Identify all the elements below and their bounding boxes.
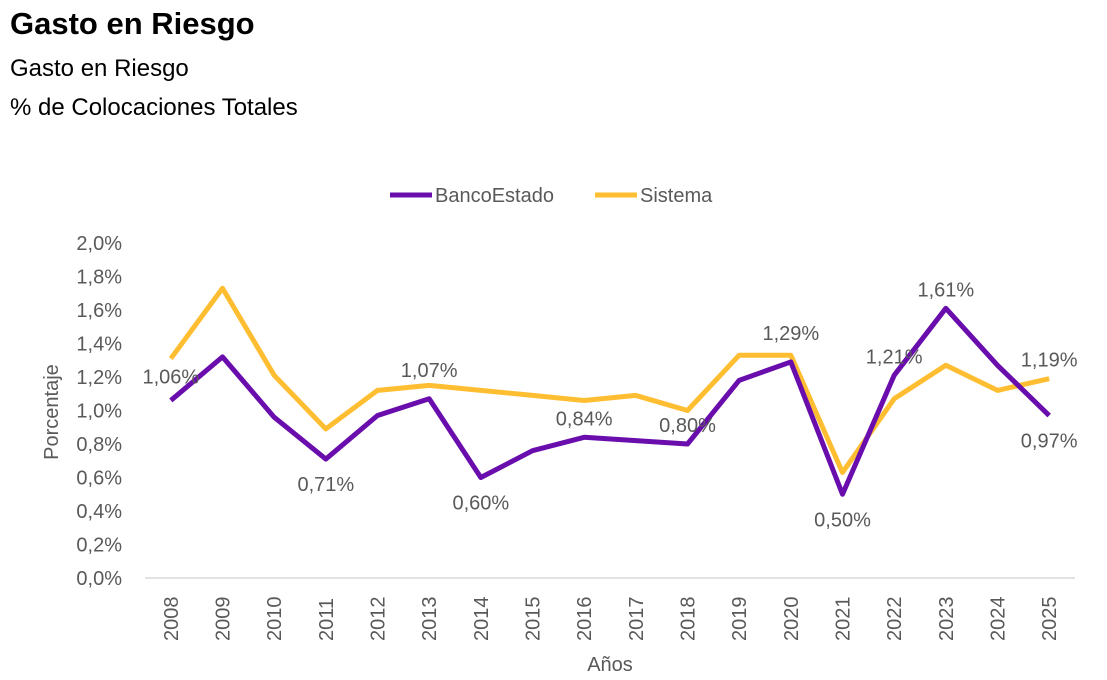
- x-tick-label: 2020: [781, 597, 803, 642]
- x-tick-label: 2016: [574, 597, 596, 642]
- y-tick-label: 0,0%: [76, 568, 122, 590]
- data-labels: 1,06% 0,71% 1,07% 0,60% 0,84% 0,80% 1,29% 0,50%…: [142, 279, 1077, 531]
- x-tick-label: 2012: [368, 597, 390, 642]
- x-tick-label: 2021: [833, 597, 855, 642]
- y-tick-label: 0,8%: [76, 434, 122, 456]
- data-label: 0,80%: [659, 415, 716, 437]
- legend-label-sistema: Sistema: [640, 185, 713, 207]
- x-tick-label: 2018: [678, 597, 700, 642]
- y-tick-label: 0,4%: [76, 501, 122, 523]
- y-tick-label: 0,6%: [76, 468, 122, 490]
- series-lines: [168, 285, 1051, 497]
- x-tick-label: 2024: [988, 597, 1010, 642]
- x-tick-label: 2008: [161, 597, 183, 642]
- x-tick-label: 2010: [264, 597, 286, 642]
- data-label: 1,07%: [401, 360, 458, 382]
- x-tick-label: 2009: [213, 597, 235, 642]
- x-tick-label: 2015: [523, 597, 545, 642]
- x-tick-label: 2025: [1039, 597, 1061, 642]
- series-line-sistema: [168, 285, 1050, 475]
- y-tick-label: 1,8%: [76, 267, 122, 289]
- series-line-bancoestado: [169, 305, 1051, 497]
- x-axis-title: Años: [587, 654, 633, 676]
- y-axis-title: Porcentaje: [41, 364, 63, 460]
- y-tick-label: 1,2%: [76, 367, 122, 389]
- page-title: Gasto en Riesgo: [10, 6, 255, 41]
- legend: BancoEstado Sistema: [390, 185, 713, 207]
- data-label: 1,29%: [762, 323, 819, 345]
- data-label: 1,61%: [917, 279, 974, 301]
- legend-label-bancoestado: BancoEstado: [435, 185, 554, 207]
- y-tick-label: 1,0%: [76, 401, 122, 423]
- y-tick-label: 2,0%: [76, 233, 122, 255]
- y-tick-label: 0,2%: [76, 535, 122, 557]
- data-label: 0,71%: [297, 474, 354, 496]
- y-tick-label: 1,4%: [76, 334, 122, 356]
- x-tick-label: 2022: [884, 597, 906, 642]
- axes: 0,0% 0,2% 0,4% 0,6% 0,8% 1,0% 1,2% 1,4% 1,6% 1,8%…: [76, 233, 1075, 641]
- x-tick-label: 2019: [729, 597, 751, 642]
- chart-unit-subtitle: % de Colocaciones Totales: [10, 94, 298, 121]
- x-tick-label: 2011: [316, 598, 338, 641]
- data-label: 0,60%: [452, 493, 509, 515]
- data-label: 0,50%: [814, 509, 871, 531]
- data-label: 0,84%: [556, 408, 613, 430]
- x-tick-label: 2023: [936, 597, 958, 642]
- data-label: 1,21%: [866, 346, 923, 368]
- data-label: 1,06%: [142, 367, 199, 389]
- chart-subtitle: Gasto en Riesgo: [10, 55, 189, 82]
- x-tick-label: 2013: [419, 597, 441, 642]
- x-tick-label: 2017: [626, 597, 648, 642]
- data-label: 1,19%: [1021, 350, 1078, 372]
- data-label: 0,97%: [1021, 431, 1078, 453]
- y-tick-label: 1,6%: [76, 300, 122, 322]
- x-tick-label: 2014: [471, 597, 493, 642]
